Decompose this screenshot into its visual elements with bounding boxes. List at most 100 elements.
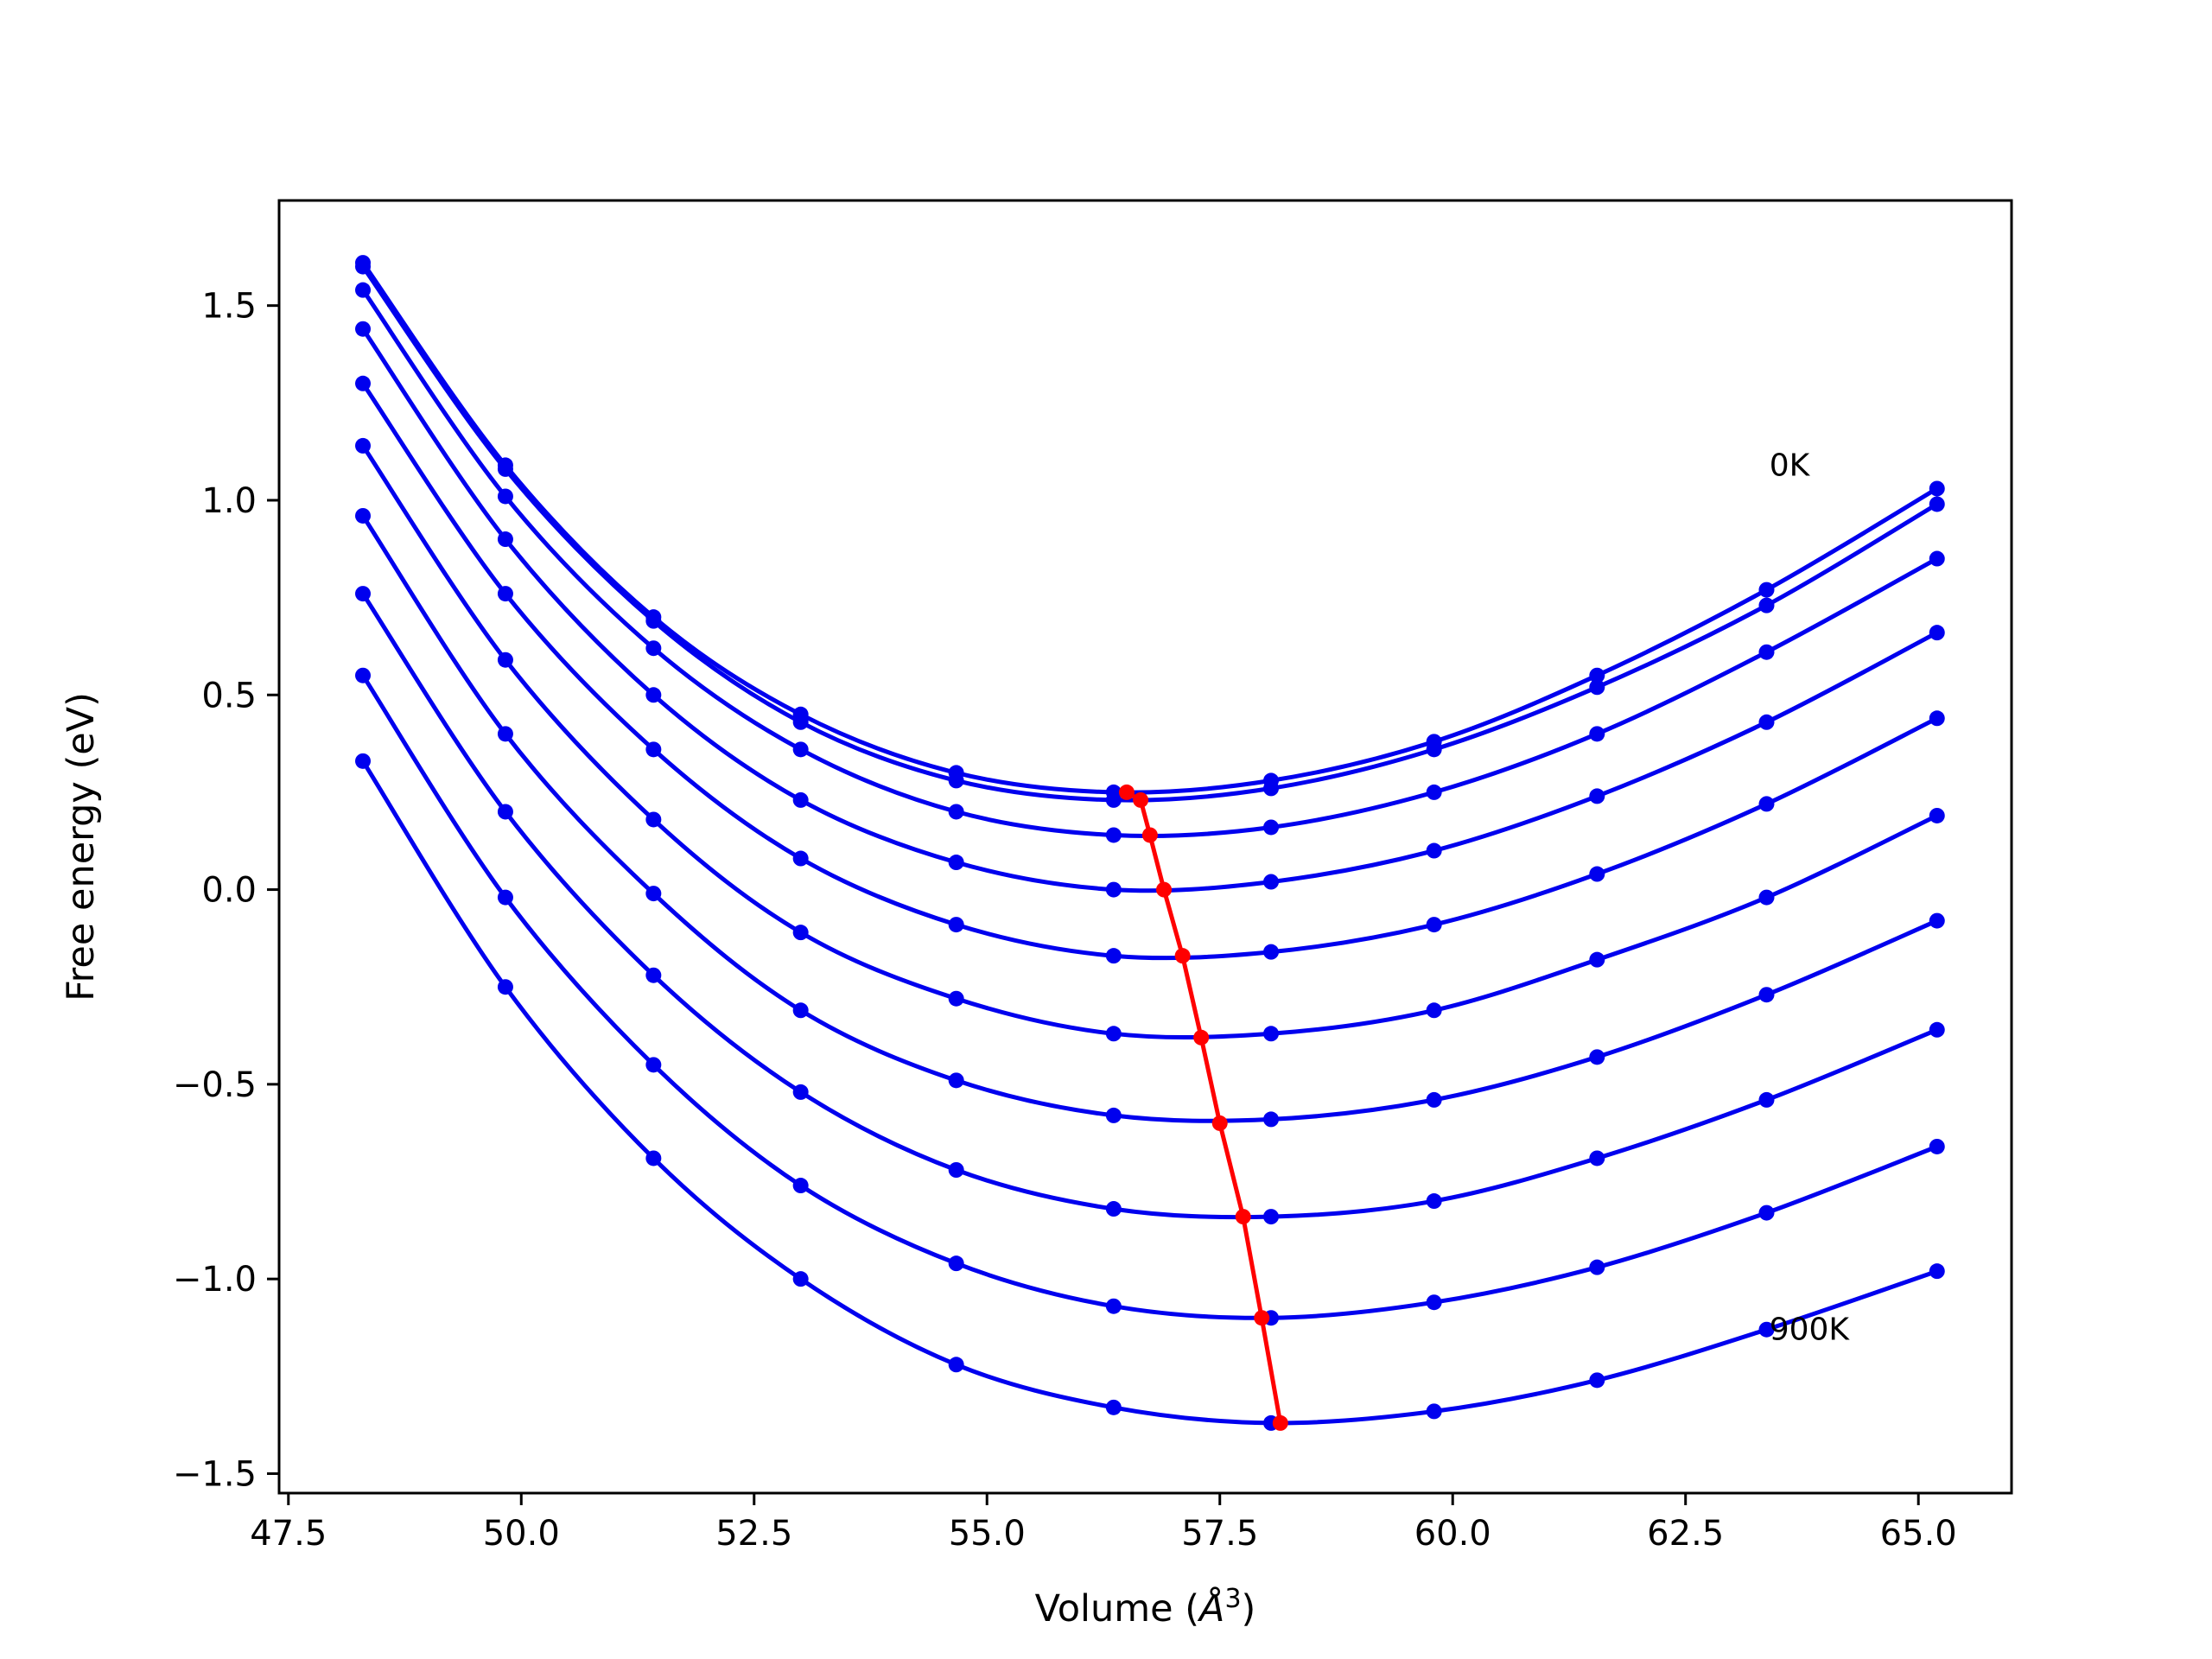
minimum-point [1193, 1029, 1210, 1046]
data-point [948, 990, 964, 1007]
data-point [645, 811, 662, 828]
data-point [1929, 480, 1945, 497]
data-point [1263, 944, 1280, 960]
data-point [1758, 1205, 1775, 1221]
data-point [1426, 1403, 1442, 1420]
annotations: 0K 900K [1770, 448, 1851, 1347]
y-axis-label: Free energy (eV) [60, 692, 103, 1001]
data-point [355, 667, 372, 683]
data-point [355, 507, 372, 524]
curve-annotation: 900K [1770, 1313, 1851, 1348]
data-point [1758, 582, 1775, 598]
data-point [1589, 1372, 1605, 1389]
series-8 [355, 667, 1945, 1326]
data-point [1758, 796, 1775, 812]
data-point [1758, 597, 1775, 613]
x-tick-label: 50.0 [483, 1514, 560, 1554]
y-tick-label: −1.5 [173, 1454, 257, 1494]
data-point [1105, 1201, 1122, 1217]
data-point [1589, 951, 1605, 968]
data-point [1426, 1002, 1442, 1019]
minimum-point [1174, 948, 1191, 964]
data-point [1105, 1026, 1122, 1042]
data-point [948, 1357, 964, 1373]
series-layer [355, 255, 1945, 1431]
data-point [792, 714, 809, 730]
minimum-point [1254, 1310, 1270, 1326]
data-point [355, 753, 372, 769]
data-point [948, 1255, 964, 1272]
x-axis-label: Volume (Å3) [1035, 1584, 1256, 1630]
series-line [360, 265, 1939, 803]
data-point [1426, 917, 1442, 933]
data-point [645, 967, 662, 983]
data-point [1105, 1399, 1122, 1415]
data-point [948, 917, 964, 933]
data-point [1263, 1209, 1280, 1225]
data-point [645, 613, 662, 629]
data-point [1426, 1294, 1442, 1311]
series-9 [355, 753, 1945, 1431]
data-point [1929, 550, 1945, 567]
series-line [360, 261, 1939, 795]
data-point [1426, 842, 1442, 859]
data-point [1758, 987, 1775, 1003]
data-point [1589, 726, 1605, 742]
series-line [360, 382, 1938, 961]
data-point [1426, 1091, 1442, 1108]
data-point [792, 1271, 809, 1287]
y-axis-ticks: 1.5 1.0 0.5 0.0 −0.5 −1.0 −1.5 [173, 287, 279, 1494]
series-3 [355, 321, 1945, 898]
data-point [792, 791, 809, 808]
data-point [948, 772, 964, 789]
data-point [1263, 1111, 1280, 1128]
data-point [1589, 1049, 1605, 1065]
data-point [1105, 791, 1122, 808]
series-2 [355, 282, 1945, 843]
data-point [1758, 714, 1775, 730]
data-point [1105, 827, 1122, 843]
data-point [645, 886, 662, 902]
data-point [497, 652, 513, 668]
x-tick-label: 47.5 [250, 1514, 327, 1554]
x-tick-label: 60.0 [1414, 1514, 1491, 1554]
data-point [792, 1084, 809, 1100]
y-tick-label: 1.0 [201, 481, 257, 521]
data-point [497, 531, 513, 548]
data-point [355, 375, 372, 391]
axes-frame [277, 199, 2013, 1495]
series-line [360, 444, 1938, 1040]
data-point [497, 726, 513, 742]
minimum-point [1211, 1115, 1228, 1131]
y-tick-label: −1.0 [173, 1260, 257, 1300]
x-tick-label: 52.5 [715, 1514, 792, 1554]
series-1 [355, 258, 1945, 808]
minimum-point [1118, 784, 1135, 800]
data-point [1105, 881, 1122, 898]
data-point [1758, 644, 1775, 660]
data-point [355, 437, 372, 454]
minimum-point [1272, 1414, 1288, 1431]
data-point [1263, 780, 1280, 797]
data-point [1105, 948, 1122, 964]
x-axis-ticks: 47.5 50.0 52.5 55.0 57.5 60.0 62.5 65.0 [250, 1493, 1957, 1554]
data-point [1929, 912, 1945, 929]
data-point [497, 979, 513, 995]
data-point [355, 321, 372, 337]
y-tick-label: 0.5 [201, 676, 257, 715]
data-point [355, 282, 372, 298]
curve-annotation: 0K [1770, 448, 1811, 483]
x-tick-label: 55.0 [949, 1514, 1026, 1554]
data-point [792, 925, 809, 941]
minimum-point [1156, 881, 1173, 898]
series-7 [355, 586, 1945, 1225]
data-point [645, 1057, 662, 1073]
data-point [1929, 1138, 1945, 1154]
data-point [1929, 1263, 1945, 1280]
data-point [497, 461, 513, 477]
data-point [1589, 788, 1605, 804]
minimum-path-line [1125, 790, 1283, 1424]
data-point [1758, 1091, 1775, 1108]
data-point [1263, 874, 1280, 890]
data-point [1589, 679, 1605, 696]
